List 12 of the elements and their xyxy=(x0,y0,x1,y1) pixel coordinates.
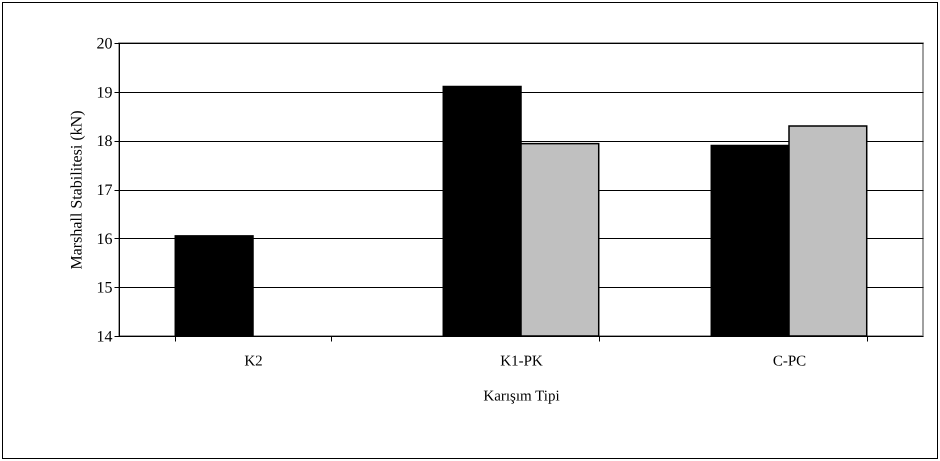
x-tick-label: K1-PK xyxy=(500,354,543,370)
y-tick-label: 18 xyxy=(96,133,112,150)
x-tick-label: C-PC xyxy=(772,354,806,370)
y-tick-label: 16 xyxy=(96,230,112,248)
y-axis-title: Marshall Stabilitesi (kN) xyxy=(68,110,86,270)
y-tick-label: 15 xyxy=(96,280,112,297)
y-tick-label: 19 xyxy=(96,84,112,102)
y-tick-label: 20 xyxy=(96,36,112,52)
y-tick-label: 14 xyxy=(96,328,112,346)
x-tick-label: K2 xyxy=(244,354,263,370)
x-axis-title: Karışım Tipi xyxy=(483,388,560,404)
y-tick-label: 17 xyxy=(96,182,112,199)
